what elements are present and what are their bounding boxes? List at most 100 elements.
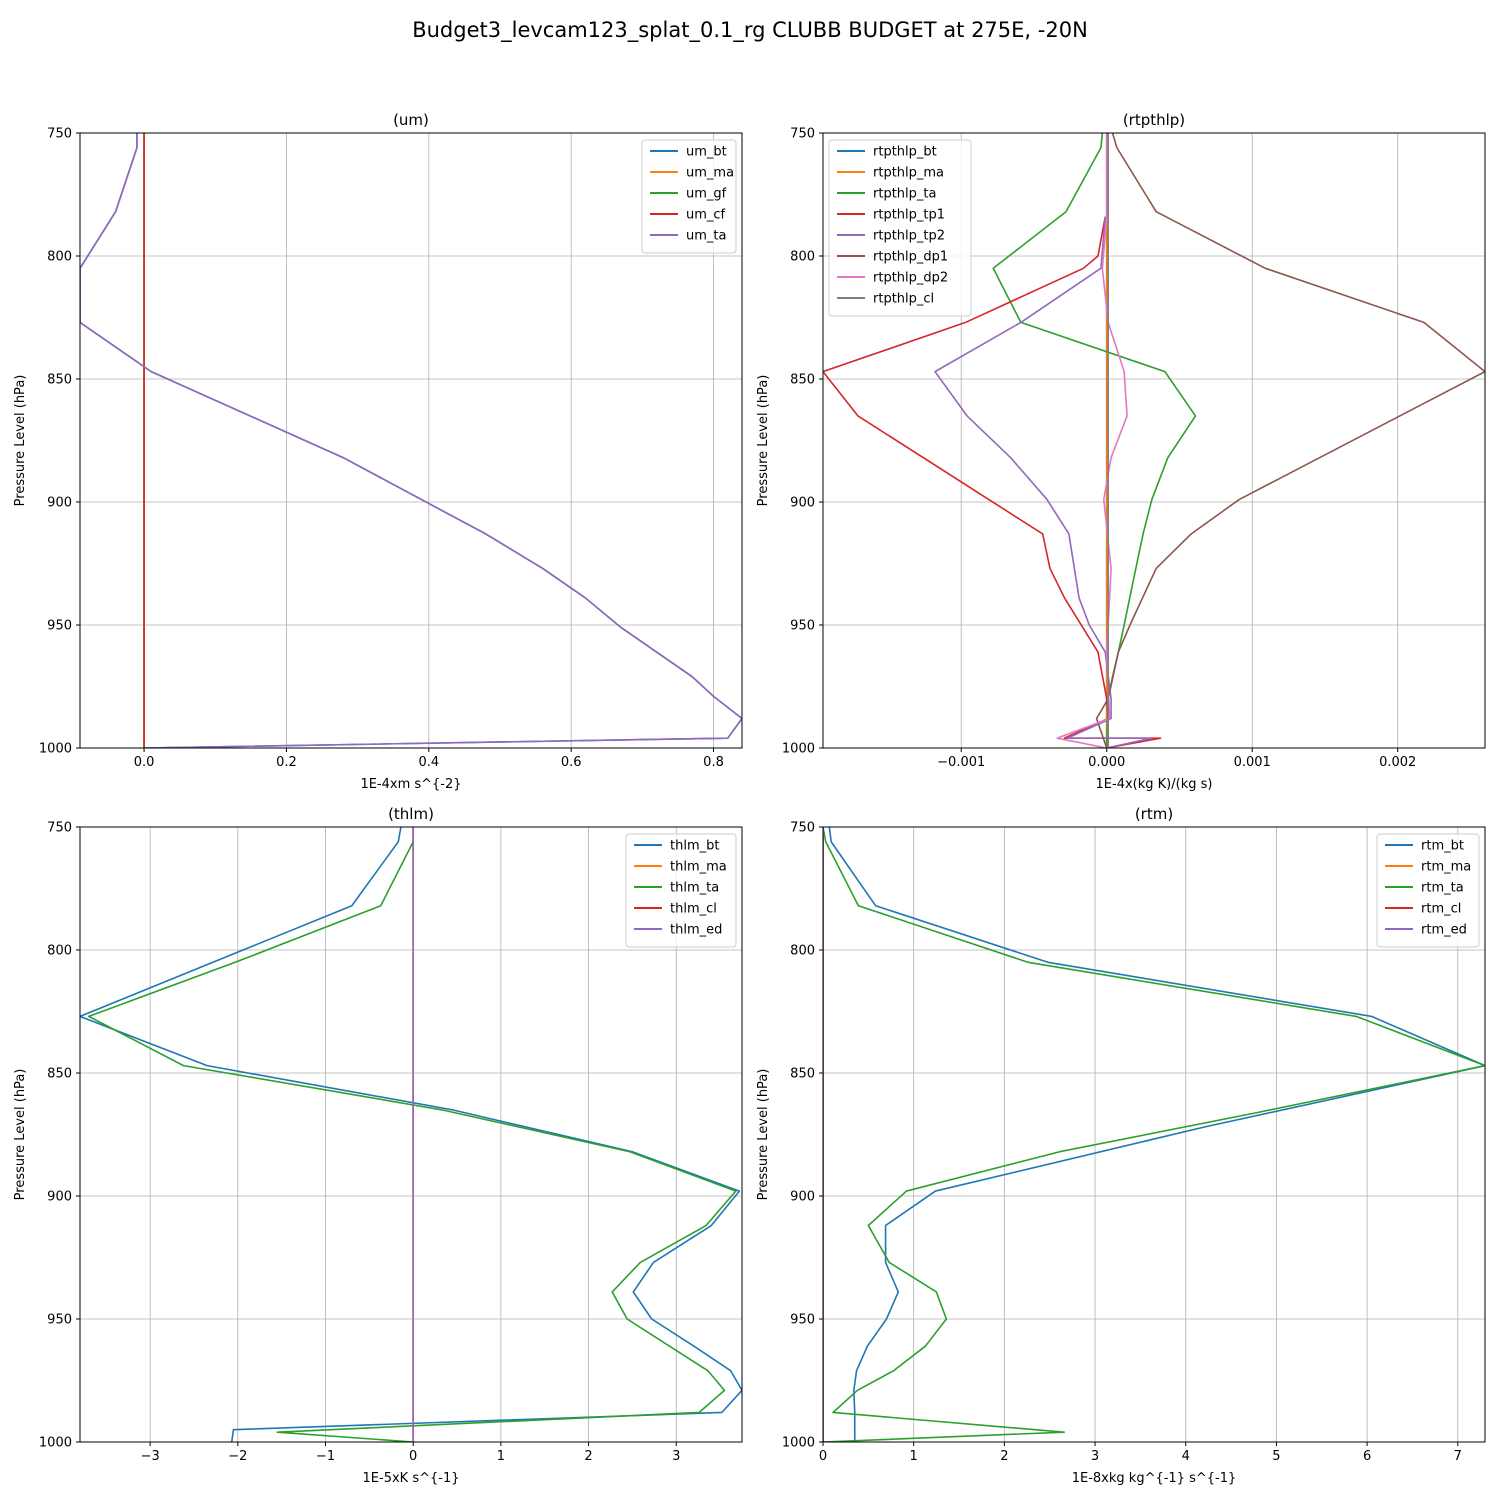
plot-frame <box>822 826 1486 1443</box>
y-tick-label: 950 <box>790 619 815 634</box>
legend-label-rtpthlp-ta: rtpthlp_ta <box>873 187 936 202</box>
y-tick-label: 900 <box>47 1190 72 1205</box>
x-tick-label: 0.2 <box>276 755 297 770</box>
legend-label-thlm-ma: thlm_ma <box>670 860 727 875</box>
legend-label-rtm-bt: rtm_bt <box>1421 839 1464 854</box>
y-tick-label: 750 <box>47 127 72 142</box>
panel-title: (um) <box>393 111 429 129</box>
series-line-rtm-bt <box>828 827 1485 1442</box>
legend-label-um-ma: um_ma <box>686 166 734 181</box>
x-tick-label: 0.001 <box>1234 755 1271 770</box>
x-tick-label: −0.001 <box>937 755 985 770</box>
legend: rtpthlp_bt rtpthlp_ma rtpthlp_ta rtpthlp_tp… <box>828 139 972 317</box>
y-axis-label: Pressure Level (hPa) <box>756 375 771 507</box>
plot-frame <box>79 826 743 1443</box>
panel-title: (rtpthlp) <box>1123 111 1185 129</box>
x-tick-label: 0 <box>819 1449 827 1464</box>
legend-label-rtpthlp-dp2: rtpthlp_dp2 <box>873 271 948 286</box>
series-lines <box>823 827 1485 1442</box>
x-tick-label: 0.6 <box>561 755 582 770</box>
y-tick-label: 1000 <box>39 1436 72 1451</box>
y-tick-label: 850 <box>47 373 72 388</box>
x-tick-label: 0.8 <box>703 755 724 770</box>
legend-label-rtpthlp-cl: rtpthlp_cl <box>873 292 934 307</box>
panel-um: 0.0 0.2 0.4 0.6 0.8 750 800 850 900 950 1000 (um) 1E… <box>13 111 743 792</box>
x-tick-label: −3 <box>141 1449 160 1464</box>
series-line-rtpthlp-tp2 <box>934 216 1153 748</box>
legend: thlm_bt thlm_ma thlm_ta thlm_cl thlm_ed <box>625 833 737 948</box>
legend-label-um-ta: um_ta <box>686 229 726 244</box>
y-tick-label: 900 <box>790 1190 815 1205</box>
legend-box <box>1376 833 1480 948</box>
legend-label-rtm-cl: rtm_cl <box>1421 902 1461 917</box>
y-tick-label: 900 <box>47 496 72 511</box>
legend-label-thlm-cl: thlm_cl <box>670 902 717 917</box>
x-axis-label: 1E-5xK s^{-1} <box>363 1471 460 1486</box>
series-line-rtm-ta <box>823 827 1485 1442</box>
y-tick-label: 1000 <box>782 1436 815 1451</box>
y-axis-label: Pressure Level (hPa) <box>756 1069 771 1201</box>
legend: um_bt um_ma um_gf um_cf um_ta <box>641 139 737 254</box>
panel-rtm: 0 1 2 3 4 5 6 7 750 800 850 900 950 1000 (rtm) 1E-8xkg … <box>756 805 1486 1486</box>
series-line-rtpthlp-tp1 <box>823 216 1162 748</box>
x-axis-label: 1E-4x(kg K)/(kg s) <box>1096 777 1213 792</box>
series-line-thlm-ta <box>87 827 737 1442</box>
legend: rtm_bt rtm_ma rtm_ta rtm_cl rtm_ed <box>1376 833 1480 948</box>
x-tick-label: 0.4 <box>418 755 439 770</box>
y-tick-label: 1000 <box>782 742 815 757</box>
x-tick-label: −1 <box>316 1449 335 1464</box>
x-tick-label: 2 <box>584 1449 592 1464</box>
legend-label-thlm-ta: thlm_ta <box>670 881 719 896</box>
legend-label-rtm-ed: rtm_ed <box>1421 923 1467 938</box>
y-tick-label: 900 <box>790 496 815 511</box>
y-tick-label: 800 <box>790 944 815 959</box>
legend-label-rtpthlp-tp1: rtpthlp_tp1 <box>873 208 945 223</box>
y-axis-label: Pressure Level (hPa) <box>13 375 28 507</box>
legend-label-um-gf: um_gf <box>686 187 727 202</box>
y-tick-label: 850 <box>790 1067 815 1082</box>
y-tick-label: 800 <box>47 250 72 265</box>
x-tick-label: 4 <box>1182 1449 1190 1464</box>
plot-frame <box>822 132 1486 749</box>
series-lines <box>80 133 742 748</box>
x-tick-label: 0.002 <box>1379 755 1416 770</box>
y-tick-label: 750 <box>47 821 72 836</box>
legend-box <box>828 139 972 317</box>
panels: 0.0 0.2 0.4 0.6 0.8 750 800 850 900 950 1000 (um) 1E… <box>13 111 1486 1486</box>
x-tick-label: 1 <box>497 1449 505 1464</box>
y-tick-label: 850 <box>47 1067 72 1082</box>
legend-label-um-bt: um_bt <box>686 145 727 160</box>
figure-title: Budget3_levcam123_splat_0.1_rg CLUBB BUD… <box>412 18 1088 43</box>
legend-label-um-cf: um_cf <box>686 208 726 223</box>
x-tick-label: 6 <box>1363 1449 1371 1464</box>
x-tick-label: 3 <box>672 1449 680 1464</box>
x-tick-label: 2 <box>1000 1449 1008 1464</box>
x-tick-label: 0.0 <box>134 755 155 770</box>
series-lines <box>823 133 1485 748</box>
legend-label-rtpthlp-dp1: rtpthlp_dp1 <box>873 250 948 265</box>
legend-box <box>625 833 737 948</box>
legend-label-rtm-ta: rtm_ta <box>1421 881 1464 896</box>
y-tick-label: 750 <box>790 127 815 142</box>
legend-label-rtpthlp-tp2: rtpthlp_tp2 <box>873 229 945 244</box>
legend-label-rtpthlp-ma: rtpthlp_ma <box>873 166 944 181</box>
x-axis-label: 1E-4xm s^{-2} <box>360 777 461 792</box>
y-tick-label: 950 <box>47 619 72 634</box>
y-tick-label: 800 <box>790 250 815 265</box>
panel-title: (thlm) <box>388 805 434 823</box>
x-tick-label: 7 <box>1454 1449 1462 1464</box>
y-tick-label: 850 <box>790 373 815 388</box>
series-line-thlm-bt <box>80 827 742 1442</box>
x-tick-label: 1 <box>910 1449 918 1464</box>
legend-box <box>641 139 737 254</box>
series-line-um-ta <box>80 133 742 748</box>
y-tick-label: 950 <box>790 1313 815 1328</box>
y-tick-label: 800 <box>47 944 72 959</box>
y-tick-label: 950 <box>47 1313 72 1328</box>
x-axis-label: 1E-8xkg kg^{-1} s^{-1} <box>1072 1471 1237 1486</box>
legend-label-rtm-ma: rtm_ma <box>1421 860 1471 875</box>
x-tick-label: 0.000 <box>1088 755 1125 770</box>
y-tick-label: 750 <box>790 821 815 836</box>
y-axis-label: Pressure Level (hPa) <box>13 1069 28 1201</box>
